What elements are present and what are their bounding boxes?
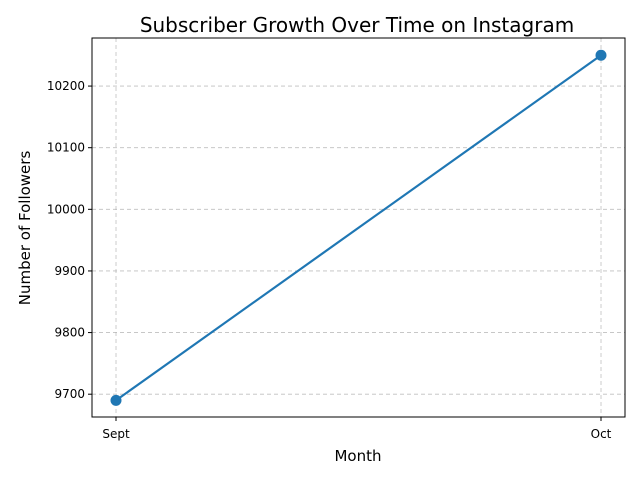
chart-title: Subscriber Growth Over Time on Instagram (140, 13, 574, 37)
data-point (110, 394, 122, 406)
y-tick-label: 9900 (54, 264, 85, 278)
x-tick-label: Sept (102, 427, 130, 441)
grid-lines (92, 38, 625, 417)
y-tick-label: 10100 (47, 141, 85, 155)
x-axis-label: Month (334, 447, 381, 465)
data-point (595, 49, 607, 61)
series-line (115, 54, 602, 402)
y-tick-label: 9700 (54, 387, 85, 401)
y-tick-label: 10200 (47, 79, 85, 93)
y-axis-label: Number of Followers (16, 151, 34, 306)
y-tick-label: 10000 (47, 202, 85, 216)
series-layer (110, 49, 607, 406)
y-tick-label: 9800 (54, 326, 85, 340)
plot-frame (91, 37, 626, 418)
x-axis-ticks: Sept Oct (102, 417, 612, 441)
y-axis-ticks: 9700 9800 9900 10000 10100 10200 (47, 79, 92, 401)
x-tick-label: Oct (591, 427, 612, 441)
